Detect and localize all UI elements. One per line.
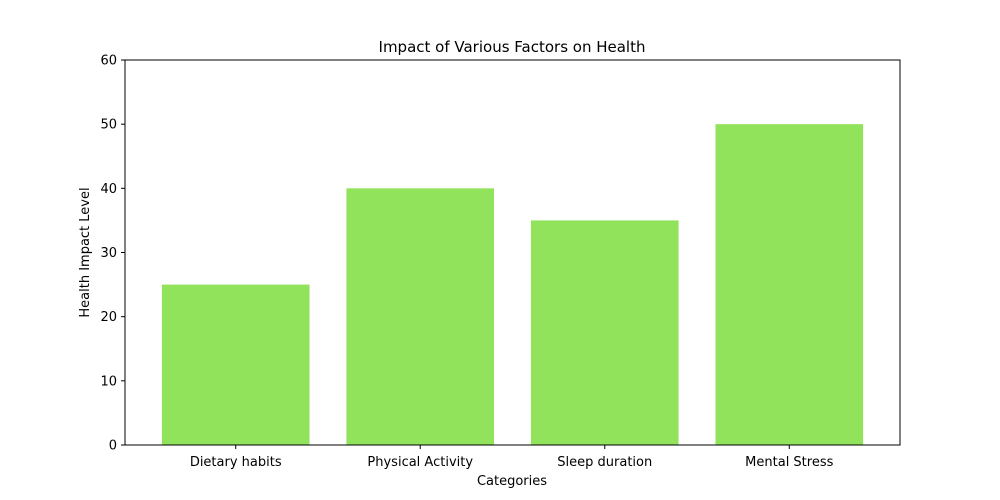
y-axis-label: Health Impact Level xyxy=(78,187,93,317)
y-tick-label: 20 xyxy=(100,310,117,325)
chart-title: Impact of Various Factors on Health xyxy=(379,38,646,56)
x-tick-label: Mental Stress xyxy=(745,455,833,470)
x-tick-label: Dietary habits xyxy=(190,455,282,470)
x-tick-label: Sleep duration xyxy=(557,455,652,470)
y-tick-label: 40 xyxy=(100,182,117,197)
bars-layer xyxy=(161,124,864,446)
y-tick-label: 50 xyxy=(100,118,117,133)
bar xyxy=(161,284,310,445)
x-axis-label: Categories xyxy=(477,474,547,489)
plot-frame xyxy=(124,59,901,446)
bar xyxy=(530,220,679,445)
y-tick-label: 30 xyxy=(100,246,117,261)
y-tick-label: 60 xyxy=(100,54,117,69)
y-tick-label: 10 xyxy=(100,374,117,389)
y-tick-label: 0 xyxy=(109,439,117,454)
bar xyxy=(715,124,864,446)
bar xyxy=(346,188,495,446)
axes-layer: Dietary habits Physical Activity Sleep dur… xyxy=(100,54,833,471)
x-tick-label: Physical Activity xyxy=(367,455,473,470)
